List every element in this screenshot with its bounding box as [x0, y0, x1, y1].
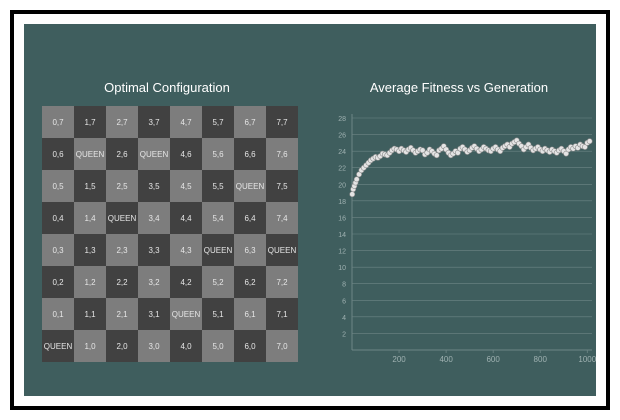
board-cell-queen: QUEEN	[42, 330, 74, 362]
board-cell: 4,2	[170, 266, 202, 298]
board-cell: 0,2	[42, 266, 74, 298]
board-cell: 1,1	[74, 298, 106, 330]
fitness-chart: 2 4 6 8 10 12 14 16 18 20 22 24 26 28 200 400 600 800 1000	[314, 102, 596, 364]
board-cell-queen: QUEEN	[106, 202, 138, 234]
board-cell: 5,2	[202, 266, 234, 298]
board-cell: 5,1	[202, 298, 234, 330]
board-cell: 7,0	[266, 330, 298, 362]
board-cell: 7,1	[266, 298, 298, 330]
y-tick-label: 14	[338, 232, 346, 239]
x-tick-label: 200	[392, 355, 406, 364]
board-cell: 5,6	[202, 138, 234, 170]
y-tick-label: 22	[338, 166, 346, 173]
board-cell: 3,3	[138, 234, 170, 266]
board-cell: 4,3	[170, 234, 202, 266]
board-cell: 4,7	[170, 106, 202, 138]
board-cell: 3,2	[138, 266, 170, 298]
board-cell: 4,6	[170, 138, 202, 170]
board-cell: 0,1	[42, 298, 74, 330]
board-cell: 2,7	[106, 106, 138, 138]
y-tick-label: 28	[338, 116, 346, 123]
board-cell-queen: QUEEN	[234, 170, 266, 202]
board-cell: 1,7	[74, 106, 106, 138]
data-point	[349, 191, 356, 198]
board-cell: 3,5	[138, 170, 170, 202]
board-cell: 5,5	[202, 170, 234, 202]
board-cell: 5,4	[202, 202, 234, 234]
chess-board: 0,7 1,7 2,7 3,7 4,7 5,7 6,7 7,7 0,6 QUEEN 2,6 QUEEN…	[42, 106, 298, 362]
board-cell: 1,0	[74, 330, 106, 362]
y-tick-label: 10	[338, 265, 346, 272]
board-cell: 3,0	[138, 330, 170, 362]
board-cell-queen: QUEEN	[74, 138, 106, 170]
y-tick-label: 2	[342, 331, 346, 338]
data-point	[433, 152, 440, 159]
board-cell: 0,6	[42, 138, 74, 170]
board-cell: 7,4	[266, 202, 298, 234]
y-tick-label: 26	[338, 133, 346, 140]
x-tick-label: 800	[534, 355, 548, 364]
board-cell: 4,0	[170, 330, 202, 362]
board-cell: 2,1	[106, 298, 138, 330]
board-cell: 0,5	[42, 170, 74, 202]
board-cell: 3,1	[138, 298, 170, 330]
board-cell: 0,3	[42, 234, 74, 266]
board-cell: 6,7	[234, 106, 266, 138]
board-cell: 0,7	[42, 106, 74, 138]
board-cell: 1,5	[74, 170, 106, 202]
board-cell: 6,2	[234, 266, 266, 298]
board-cell: 2,6	[106, 138, 138, 170]
board-cell: 1,3	[74, 234, 106, 266]
board-cell-queen: QUEEN	[138, 138, 170, 170]
board-cell: 2,2	[106, 266, 138, 298]
board-cell: 5,7	[202, 106, 234, 138]
chart-title: Average Fitness vs Generation	[369, 80, 549, 95]
board-cell: 7,6	[266, 138, 298, 170]
board-cell: 6,0	[234, 330, 266, 362]
board-cell: 7,5	[266, 170, 298, 202]
y-tick-label: 8	[342, 282, 346, 289]
board-cell: 3,7	[138, 106, 170, 138]
y-tick-label: 16	[338, 215, 346, 222]
board-cell: 7,7	[266, 106, 298, 138]
y-tick-label: 20	[338, 182, 346, 189]
x-tick-label: 600	[486, 355, 500, 364]
board-cell: 1,4	[74, 202, 106, 234]
x-tick-label: 1000	[578, 355, 596, 364]
board-cell: 0,4	[42, 202, 74, 234]
board-cell: 4,5	[170, 170, 202, 202]
board-cell: 6,3	[234, 234, 266, 266]
x-tick-label: 400	[439, 355, 453, 364]
y-tick-label: 12	[338, 249, 346, 256]
board-cell: 5,0	[202, 330, 234, 362]
y-tick-label: 24	[338, 149, 346, 156]
board-cell-queen: QUEEN	[170, 298, 202, 330]
window-frame: Optimal Configuration Average Fitness vs…	[10, 10, 610, 410]
board-cell: 6,6	[234, 138, 266, 170]
y-tick-label: 4	[342, 315, 346, 322]
board-cell: 2,0	[106, 330, 138, 362]
board-cell: 2,3	[106, 234, 138, 266]
board-cell: 2,5	[106, 170, 138, 202]
board-cell: 3,4	[138, 202, 170, 234]
data-point	[586, 138, 593, 145]
data-point	[353, 176, 360, 183]
board-cell: 6,1	[234, 298, 266, 330]
board-title: Optimal Configuration	[104, 80, 230, 95]
board-cell: 6,4	[234, 202, 266, 234]
board-cell: 7,2	[266, 266, 298, 298]
content-panel: Optimal Configuration Average Fitness vs…	[24, 24, 596, 396]
board-cell-queen: QUEEN	[202, 234, 234, 266]
board-cell-queen: QUEEN	[266, 234, 298, 266]
board-cell: 4,4	[170, 202, 202, 234]
board-cell: 1,2	[74, 266, 106, 298]
y-tick-label: 6	[342, 298, 346, 305]
y-tick-label: 18	[338, 199, 346, 206]
